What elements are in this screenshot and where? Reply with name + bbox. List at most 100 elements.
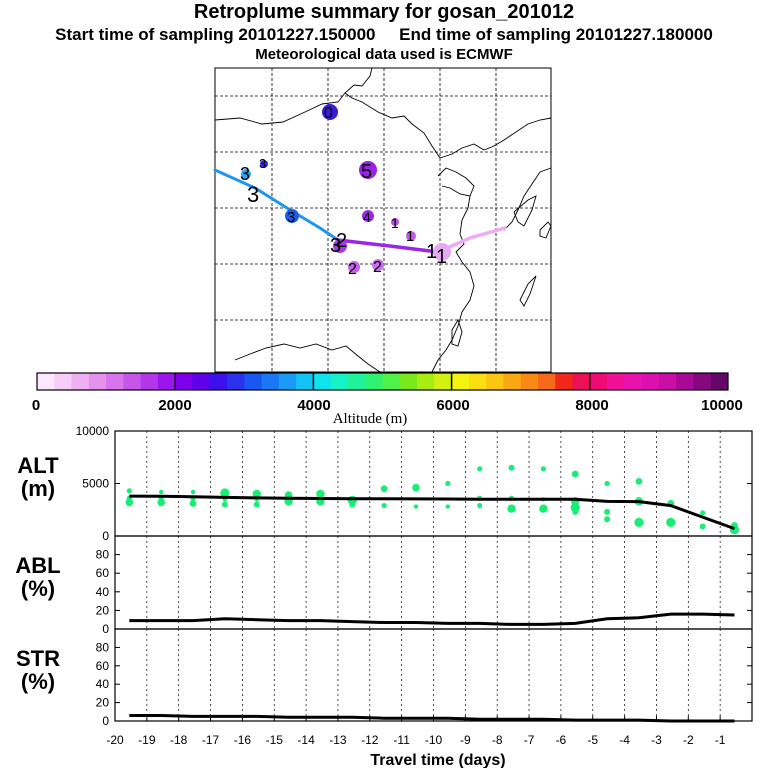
x-tick-label: -16 [234,733,252,747]
x-tick-label: -17 [202,733,220,747]
x-tick-label: -15 [266,733,284,747]
colorbar-swatch [520,373,539,390]
mean-altitude-line [129,494,736,531]
data-point [220,488,230,498]
colorbar-swatch [330,373,349,390]
colorbar-swatch [244,373,263,390]
colorbar-tick: 4000 [297,397,330,414]
meteo-source: Meteorological data used is ECMWF [255,46,513,63]
panel-label: STR (%) [16,646,60,694]
data-point [157,498,165,507]
y-tick-label: 10000 [76,424,110,438]
colorbar-swatch [71,373,90,390]
x-tick-label: -10 [425,733,443,747]
colorbar-swatch [589,373,608,390]
map-label: 2 [373,259,382,276]
data-point [349,501,356,508]
colorbar-tick: 6000 [436,397,469,414]
panel-label: ABL (%) [15,553,60,601]
data-point [158,489,164,495]
y-tick-label: 80 [96,640,110,654]
y-tick-label: 0 [102,714,109,728]
colorbar-swatch [434,373,453,390]
data-point [380,485,388,493]
map-label: 3 [287,209,295,226]
timeseries-panels: 0 5000 10000 ALT (m) 0 20 40 60 80 ABL (%) 0 20 40 60 80… [15,424,753,747]
map-label: 0 [324,105,333,122]
data-point [666,517,676,527]
map-label: 3 [240,164,250,184]
plume-labels: 0 5 4 3 3 3 3 3 2 2 2 1 1 1 1 [240,105,447,278]
map-frame [214,67,552,373]
colorbar-swatch [399,373,418,390]
data-point [445,480,451,487]
colorbar-swatch [555,373,574,390]
map-gridlines [215,68,551,372]
x-tick-label: -20 [106,733,124,747]
y-tick-label: 5000 [82,477,109,491]
x-tick-label: -1 [715,733,726,747]
map-label: 1 [426,241,437,263]
data-point [572,508,579,515]
colorbar-swatch [503,373,522,390]
colorbar-swatch [676,373,694,390]
panel-abl: 0 20 40 60 80 ABL (%) [15,535,753,636]
panel-alt: 0 5000 10000 ALT (m) [17,424,753,543]
map-label: 3 [330,235,341,257]
data-point [507,504,516,513]
colorbar-swatch [278,373,297,390]
panel-str: 0 20 40 60 80 STR (%) [16,628,753,728]
data-point [540,466,546,472]
colorbar-swatch [209,373,228,390]
colorbar-swatch [365,373,383,390]
data-point [539,504,548,513]
map-label: 3 [259,156,266,171]
data-point [125,498,134,507]
x-tick-label: -9 [460,733,471,747]
x-tick-label: -6 [556,733,567,747]
map-label: 1 [406,228,414,245]
x-tick-label: -8 [492,733,503,747]
plume-markers [241,104,451,273]
data-point [190,489,196,495]
colorbar-swatch [347,373,366,390]
y-tick-label: 20 [96,696,110,710]
colorbar-swatch [192,373,211,390]
colorbar-swatch [88,373,107,390]
colorbar-swatch [227,373,245,390]
map-label: 1 [391,215,399,231]
colorbar-swatch [451,373,470,390]
colorbar-tick: 10000 [701,397,743,414]
altitude-colorbar [36,372,729,391]
colorbar-swatch [486,373,504,390]
colorbar-label: Altitude (m) [333,411,408,427]
colorbar-swatch [382,373,401,390]
data-point [221,501,228,508]
map-label: 3 [247,182,259,207]
chart-title: Retroplume summary for gosan_201012 [193,1,575,23]
colorbar-swatch [157,373,176,390]
data-point [700,510,706,516]
data-point [252,489,261,499]
data-point [699,523,706,530]
y-tick-label: 0 [102,622,109,636]
x-tick-label: -18 [170,733,188,747]
x-tick-label: -12 [361,733,379,747]
colorbar-swatch [106,373,124,390]
data-point [477,502,483,509]
colorbar-swatch [537,373,556,390]
y-tick-label: 60 [96,659,110,673]
colorbar-swatch [641,373,660,390]
data-point [635,478,643,485]
panel-label: ALT (m) [17,453,59,501]
colorbar-swatch [54,373,73,390]
map-panel: 0 5 4 3 3 3 3 3 2 2 2 1 1 1 1 [213,67,552,373]
colorbar-ticks: 0 2000 4000 6000 8000 10000 [32,397,743,414]
y-tick-label: 80 [96,548,110,562]
y-tick-label: 60 [96,566,110,580]
x-tick-label: -11 [393,733,410,747]
colorbar-swatch [417,373,435,390]
map-label: 2 [348,261,357,278]
data-point [316,489,325,499]
